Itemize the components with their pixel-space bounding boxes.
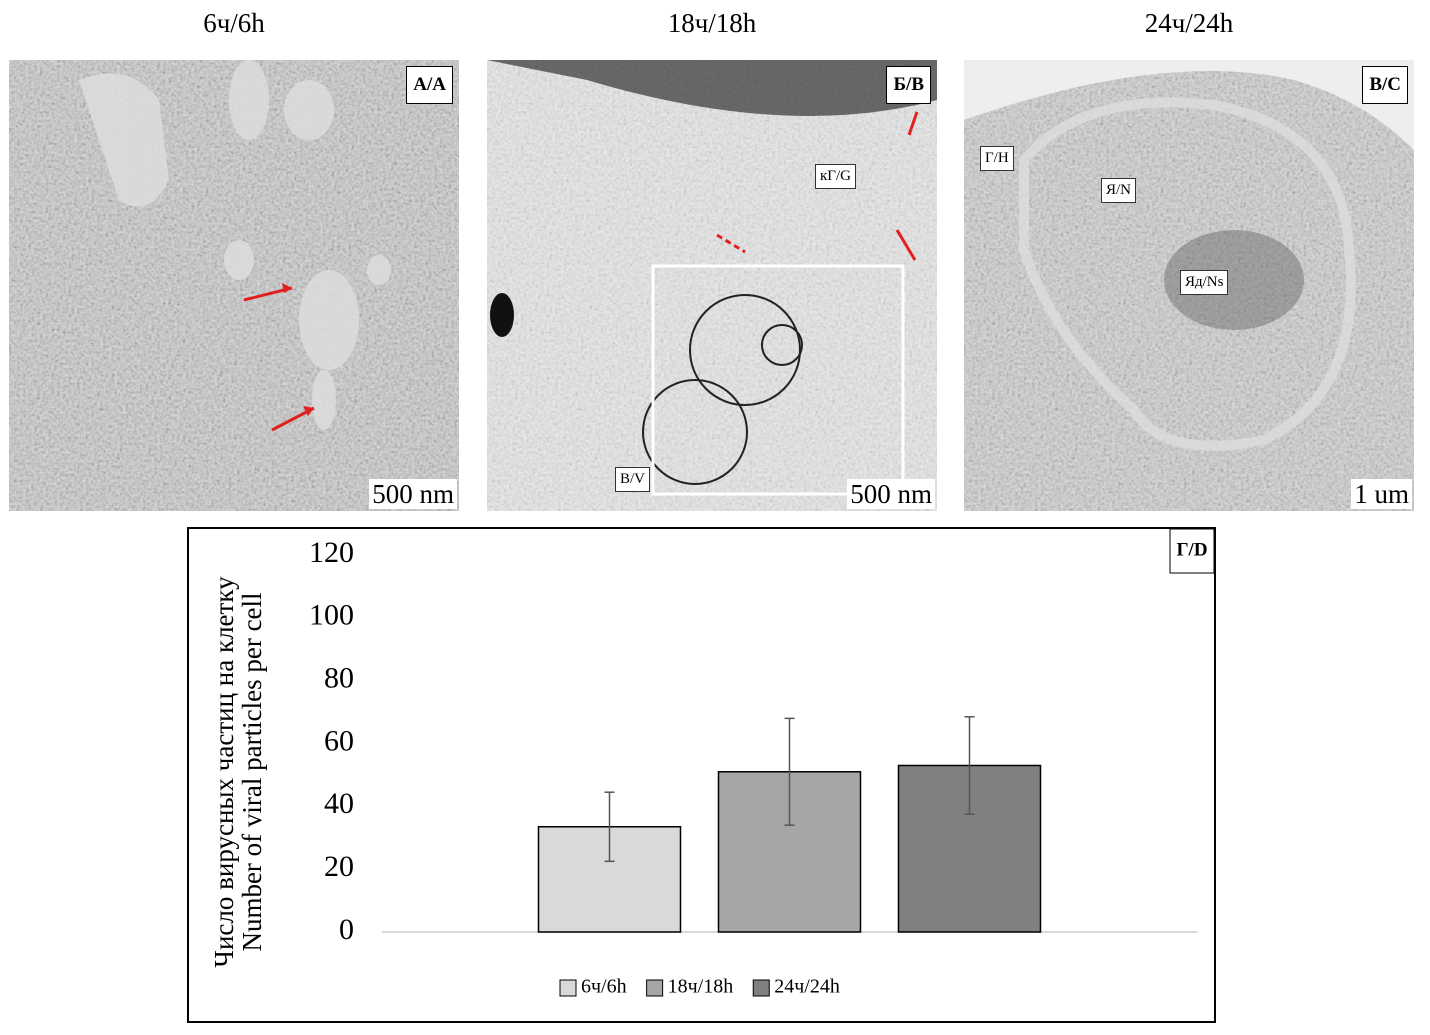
y-tick-label: 0 (339, 913, 354, 946)
panel-title: 18ч/18h (667, 8, 757, 38)
scale-bar-label: 500 nm (847, 479, 935, 509)
legend-label: 18ч/18h (668, 976, 734, 998)
panel-label: Б/B (886, 66, 931, 104)
y-tick-label: 20 (324, 850, 354, 883)
legend-swatch (559, 979, 577, 997)
panel-label-box (1169, 529, 1214, 574)
legend-swatch (752, 979, 770, 997)
annotation: Яд/Ns (1180, 270, 1229, 295)
scale-bar-label: 1 um (1351, 479, 1412, 509)
micrograph-image (9, 60, 459, 511)
panel-title: 24ч/24h (1144, 8, 1234, 38)
legend-label: 24ч/24h (774, 976, 840, 998)
micrograph: Б/B кГ/G В/V 500 nm (487, 60, 937, 511)
y-axis-title: Number of viral particles per cell (237, 592, 267, 951)
y-tick-label: 40 (324, 787, 354, 820)
y-tick-label: 120 (309, 536, 354, 569)
y-tick-label: 80 (324, 662, 354, 695)
annotation: Я/N (1101, 178, 1137, 203)
micrograph: А/A 500 nm (9, 60, 459, 511)
annotation: Г/H (980, 146, 1014, 171)
micrograph: В/C Г/H Я/N Яд/Ns 1 um (964, 60, 1414, 511)
legend-swatch (646, 979, 664, 997)
panel-label: В/C (1362, 66, 1408, 104)
legend-label: 6ч/6h (581, 976, 627, 998)
scale-bar-label: 500 nm (369, 479, 457, 509)
y-tick-label: 60 (324, 724, 354, 757)
panel-label: А/A (406, 66, 453, 104)
chart: Г/D Число вирусных частиц на клетку Numb… (187, 527, 1216, 1023)
y-tick-label: 100 (309, 599, 354, 632)
annotation: В/V (615, 467, 651, 492)
y-axis-title: Число вирусных частиц на клетку (209, 576, 239, 968)
micrograph-image (487, 60, 937, 511)
panel-title: 6ч/6h (203, 8, 265, 38)
annotation: кГ/G (815, 164, 856, 189)
panel-label: Г/D (1176, 539, 1207, 560)
